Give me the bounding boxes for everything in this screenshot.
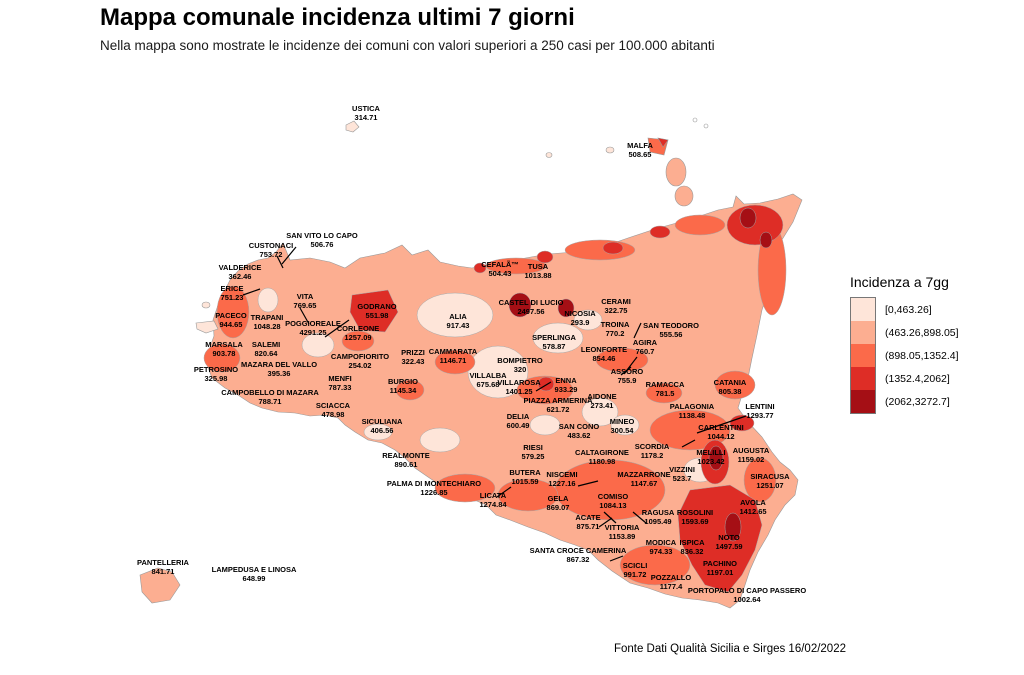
- legend-range-label: (2062,3272.7]: [885, 395, 950, 408]
- label-leader-lines: [242, 246, 747, 562]
- legend-swatch: [850, 389, 876, 414]
- low-incidence-patches: [257, 287, 717, 483]
- legend-range-label: (898.05,1352.4]: [885, 349, 959, 362]
- legend-item: (898.05,1352.4]: [850, 343, 959, 368]
- legend-swatch: [850, 320, 876, 345]
- legend-title: Incidenza a 7gg: [850, 274, 949, 290]
- page-subtitle: Nella mappa sono mostrate le incidenze d…: [100, 38, 715, 53]
- source-note: Fonte Dati Qualità Sicilia e Sirges 16/0…: [613, 643, 846, 655]
- legend-swatch: [850, 297, 876, 322]
- legend-item: (1352.4,2062]: [850, 366, 959, 391]
- minor-islands: [139, 117, 709, 604]
- page-title: Mappa comunale incidenza ultimi 7 giorni: [100, 4, 575, 31]
- legend-range-label: [0,463.26]: [885, 303, 932, 316]
- legend-item: (463.26,898.05]: [850, 320, 959, 345]
- legend-item: (2062,3272.7]: [850, 389, 959, 414]
- highest-incidence-patches: [508, 207, 773, 542]
- legend-range-label: (463.26,898.05]: [885, 326, 959, 339]
- legend-swatch: [850, 366, 876, 391]
- legend-swatch: [850, 343, 876, 368]
- legend-range-label: (1352.4,2062]: [885, 372, 950, 385]
- legend-items: [0,463.26] (463.26,898.05] (898.05,1352.…: [850, 297, 959, 414]
- legend: Incidenza a 7gg [0,463.26] (463.26,898.0…: [850, 274, 959, 414]
- mid-incidence-patches: [203, 214, 787, 586]
- legend-item: [0,463.26]: [850, 297, 959, 322]
